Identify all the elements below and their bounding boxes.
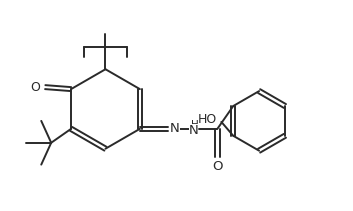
Text: HO: HO <box>198 113 217 126</box>
Text: O: O <box>30 81 40 94</box>
Text: N: N <box>170 122 180 135</box>
Text: O: O <box>212 160 223 173</box>
Text: H: H <box>191 120 198 130</box>
Text: N: N <box>189 124 198 137</box>
